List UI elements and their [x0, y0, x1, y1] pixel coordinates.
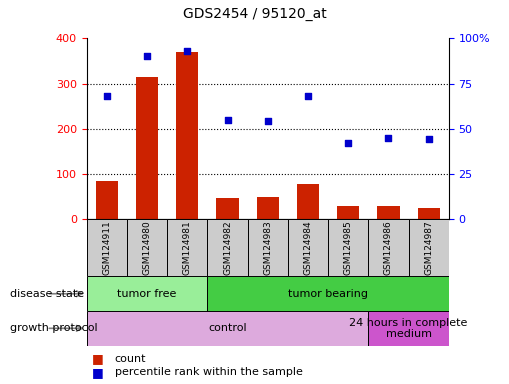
Bar [207, 219, 247, 276]
Text: count: count [115, 354, 146, 364]
Bar [87, 219, 127, 276]
Text: growth protocol: growth protocol [10, 323, 98, 333]
Text: GSM124984: GSM124984 [303, 220, 312, 275]
Point [223, 117, 231, 123]
Text: tumor bearing: tumor bearing [288, 289, 367, 299]
Point [143, 53, 151, 60]
Bar [87, 311, 367, 346]
Point [263, 118, 271, 124]
Text: ■: ■ [92, 366, 103, 379]
Text: GSM124985: GSM124985 [343, 220, 352, 275]
Bar [87, 276, 207, 311]
Bar [336, 206, 358, 219]
Bar [377, 206, 399, 219]
Point [384, 135, 392, 141]
Bar [327, 219, 367, 276]
Point [102, 93, 110, 99]
Bar [367, 219, 408, 276]
Text: GSM124986: GSM124986 [383, 220, 392, 275]
Bar [96, 180, 118, 219]
Text: GSM124982: GSM124982 [222, 220, 232, 275]
Bar [136, 77, 158, 219]
Bar [247, 219, 287, 276]
Bar [167, 219, 207, 276]
Text: control: control [208, 323, 246, 333]
Bar [417, 208, 439, 219]
Point [183, 48, 191, 54]
Bar [367, 311, 448, 346]
Bar [207, 276, 448, 311]
Text: GSM124980: GSM124980 [143, 220, 151, 275]
Bar [296, 184, 319, 219]
Text: tumor free: tumor free [117, 289, 177, 299]
Text: GSM124911: GSM124911 [102, 220, 111, 275]
Point [303, 93, 312, 99]
Bar [287, 219, 327, 276]
Text: disease state: disease state [10, 289, 84, 299]
Point [424, 136, 432, 142]
Bar [408, 219, 448, 276]
Text: GSM124987: GSM124987 [423, 220, 432, 275]
Text: ■: ■ [92, 353, 103, 366]
Bar [176, 52, 198, 219]
Point [344, 140, 352, 146]
Text: GDS2454 / 95120_at: GDS2454 / 95120_at [183, 7, 326, 21]
Text: 24 hours in complete
medium: 24 hours in complete medium [349, 318, 467, 339]
Text: GSM124983: GSM124983 [263, 220, 272, 275]
Bar [216, 198, 238, 219]
Text: percentile rank within the sample: percentile rank within the sample [115, 367, 302, 377]
Bar [256, 197, 278, 219]
Bar [127, 219, 167, 276]
Text: GSM124981: GSM124981 [182, 220, 191, 275]
